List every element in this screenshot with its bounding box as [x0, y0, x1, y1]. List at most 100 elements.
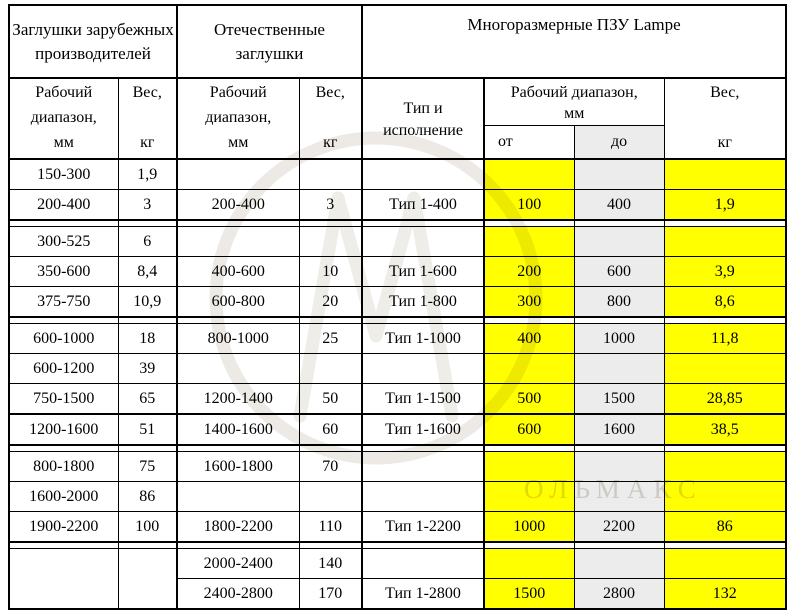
cell-weight: 28,85: [663, 383, 787, 415]
cell-range-to: [573, 451, 665, 482]
cell-domestic-range: 2000-2400: [176, 548, 300, 579]
cell-weight: 11,8: [663, 323, 787, 354]
header-weight-unit: кг: [140, 134, 155, 151]
header-foreign-plugs: Заглушки зарубежных производителей: [8, 4, 178, 79]
table-row: 2400-2800 170 Тип 1-2800 1500 2800 132: [9, 578, 787, 610]
header-domestic-plugs: Отечественные заглушки: [175, 4, 363, 79]
cell-foreign-range: 350-600: [8, 256, 119, 287]
cell-domestic-weight: 70: [298, 451, 363, 482]
cell-range-from: [483, 481, 575, 512]
cell-range-to: 800: [573, 286, 665, 318]
cell-foreign-weight: 65: [117, 383, 178, 415]
header-to: до: [573, 125, 665, 161]
table-row: 350-600 8,4 400-600 10 Тип 1-600 200 600 3,9: [8, 256, 787, 287]
cell-type-execution: [361, 481, 485, 512]
header-range-word2: диапазон,: [30, 109, 97, 126]
cell-type-execution: [361, 353, 485, 384]
cell-foreign-weight: 18: [117, 323, 178, 354]
cell-type-execution: Тип 1-600: [361, 256, 485, 287]
cell-foreign-weight: 51: [117, 413, 178, 446]
cell-domestic-weight: [298, 481, 363, 512]
table-row: 2000-2400 140: [8, 548, 787, 610]
cell-type-execution: Тип 1-1000: [361, 323, 485, 354]
cell-foreign-range: 1200-1600: [8, 413, 119, 446]
cell-range-to: 1000: [573, 323, 665, 354]
cell-foreign-range: 750-1500: [8, 383, 119, 415]
cell-domestic-range: [176, 353, 300, 384]
cell-domestic-weight: 20: [298, 286, 363, 318]
cell-range-from: [483, 353, 575, 384]
cell-range-from: 200: [483, 256, 575, 287]
header-lampe-group: Многоразмерные ПЗУ Lampe: [361, 4, 787, 79]
cell-foreign-weight: 100: [117, 511, 178, 543]
cell-type-execution: Тип 1-400: [361, 189, 485, 221]
cell-weight: [663, 548, 787, 579]
cell-foreign-weight: 8,4: [117, 256, 178, 287]
cell-weight: 38,5: [663, 413, 787, 446]
cell-type-execution: Тип 1-2200: [361, 511, 485, 543]
cell-domestic-range: [176, 226, 300, 257]
cell-domestic-range: 1400-1600: [176, 413, 300, 446]
cell-range-to: [573, 353, 665, 384]
cell-range-from: 300: [483, 286, 575, 318]
header-range-word1: Рабочий: [35, 84, 93, 101]
cell-domestic-range: 600-800: [176, 286, 300, 318]
cell-range-from: 400: [483, 323, 575, 354]
cell-foreign-range: 150-300: [8, 158, 119, 190]
cell-range-from: [483, 548, 575, 579]
cell-domestic-weight: [298, 226, 363, 257]
table-row: 200-400 3 200-400 3 Тип 1-400 100 400 1,9: [8, 189, 787, 221]
table-row: 600-1000 18 800-1000 25 Тип 1-1000 400 1000 11,…: [8, 323, 787, 354]
cell-type-execution: Тип 1-800: [361, 286, 485, 318]
table-row: 600-1200 39: [8, 353, 787, 384]
cell-foreign-range: 1600-2000: [8, 481, 119, 512]
cell-range-to: [573, 548, 665, 579]
cell-foreign-weight: 39: [117, 353, 178, 384]
header-weight-word: Вес,: [315, 84, 345, 101]
cell-foreign-range: 375-750: [8, 286, 119, 318]
cell-type-execution: Тип 1-2800: [361, 578, 485, 610]
header-lampe-range-unit: мм: [564, 105, 585, 123]
header-range-word2: диапазон,: [205, 109, 272, 126]
cell-foreign-weight: 6: [117, 226, 178, 257]
table-row: 1200-1600 51 1400-1600 60 Тип 1-1600 600 1600 3…: [8, 413, 787, 446]
cell-domestic-weight: 3: [298, 189, 363, 221]
header-range-unit: мм: [53, 134, 74, 151]
cell-range-from: [483, 451, 575, 482]
cell-domestic-range: 1600-1800: [176, 451, 300, 482]
header-lampe-weight: Вес, кг: [663, 77, 787, 160]
cell-type-execution: [361, 451, 485, 482]
cell-domestic-range: 2400-2800: [176, 578, 300, 610]
header-weight-word: Вес,: [710, 84, 740, 101]
cell-domestic-range: 400-600: [176, 256, 300, 287]
cell-weight: [663, 451, 787, 482]
cell-type-execution: [361, 158, 485, 190]
cell-foreign-weight: [117, 548, 178, 610]
header-domestic-range: Рабочий диапазон, мм: [176, 77, 300, 160]
cell-foreign-range: 300-525: [8, 226, 119, 257]
cell-domestic-weight: 25: [298, 323, 363, 354]
cell-weight: 132: [663, 578, 787, 610]
cell-foreign-weight: 75: [117, 451, 178, 482]
cell-weight: [663, 353, 787, 384]
header-foreign-range-text: Рабочий диапазон, мм: [12, 79, 116, 157]
cell-foreign-range: [8, 548, 119, 610]
cell-range-to: 1500: [573, 383, 665, 415]
cell-domestic-range: 1800-2200: [176, 511, 300, 543]
header-range-word1: Рабочий: [209, 84, 267, 101]
header-domestic-weight: Вес, кг: [298, 77, 363, 160]
cell-domestic-range: 200-400: [176, 189, 300, 221]
header-weight-unit: кг: [717, 134, 732, 151]
cell-domestic-weight: 110: [298, 511, 363, 543]
cell-type-execution: Тип 1-1500: [361, 383, 485, 415]
table-row: 800-1800 75 1600-1800 70: [8, 451, 787, 482]
header-lampe-range: Рабочий диапазон, мм: [483, 77, 665, 127]
cell-foreign-weight: 3: [117, 189, 178, 221]
cell-domestic-weight: 50: [298, 383, 363, 415]
cell-domestic-weight: 140: [298, 548, 363, 579]
cell-foreign-weight: 1,9: [117, 158, 178, 190]
header-lampe-range-text: Рабочий диапазон,: [510, 83, 638, 101]
cell-range-to: 1600: [573, 413, 665, 446]
cell-range-to: 400: [573, 189, 665, 221]
cell-foreign-weight: 10,9: [117, 286, 178, 318]
